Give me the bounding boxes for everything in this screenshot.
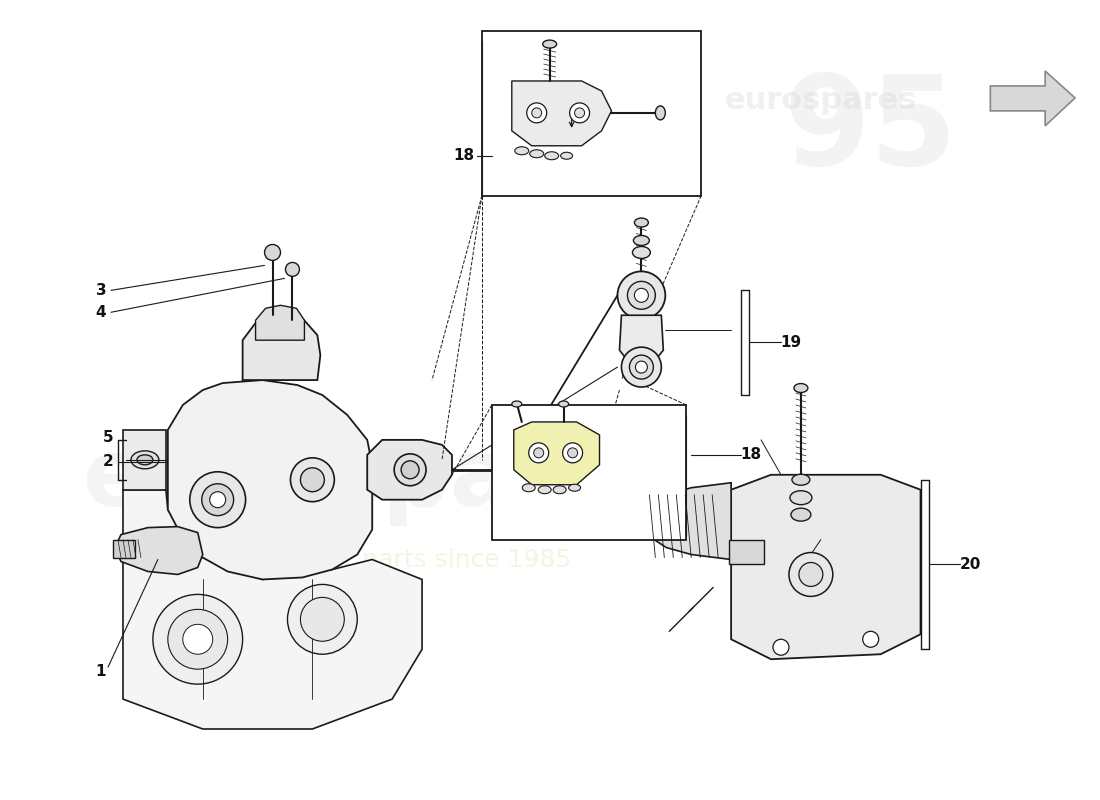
Ellipse shape (635, 218, 648, 227)
Circle shape (527, 103, 547, 123)
Polygon shape (116, 526, 202, 574)
Circle shape (300, 468, 324, 492)
Circle shape (617, 271, 666, 319)
Circle shape (635, 288, 648, 302)
Ellipse shape (791, 508, 811, 521)
Text: eurospares: eurospares (84, 434, 681, 526)
Text: 5: 5 (102, 430, 113, 446)
Ellipse shape (792, 474, 810, 486)
Ellipse shape (632, 246, 650, 258)
Polygon shape (512, 81, 612, 146)
Circle shape (568, 448, 578, 458)
Ellipse shape (542, 40, 557, 48)
Circle shape (799, 562, 823, 586)
Polygon shape (367, 440, 452, 500)
Circle shape (627, 282, 656, 310)
Text: 3: 3 (96, 283, 107, 298)
Circle shape (290, 458, 334, 502)
Bar (729, 539, 764, 565)
Circle shape (529, 443, 549, 463)
Ellipse shape (569, 484, 581, 491)
Circle shape (153, 594, 243, 684)
Ellipse shape (131, 451, 158, 469)
Ellipse shape (561, 152, 573, 159)
Circle shape (168, 610, 228, 669)
Polygon shape (514, 422, 600, 485)
Text: 18: 18 (740, 447, 761, 462)
Circle shape (183, 624, 212, 654)
Polygon shape (641, 482, 732, 559)
Circle shape (300, 598, 344, 642)
Polygon shape (168, 380, 372, 579)
Text: 19: 19 (780, 334, 802, 350)
Ellipse shape (522, 484, 536, 492)
Circle shape (531, 108, 541, 118)
Ellipse shape (790, 490, 812, 505)
Circle shape (394, 454, 426, 486)
Polygon shape (619, 315, 663, 365)
Circle shape (286, 262, 299, 276)
Circle shape (562, 443, 583, 463)
Ellipse shape (553, 486, 566, 494)
Ellipse shape (538, 486, 551, 494)
Circle shape (574, 108, 584, 118)
Bar (113, 539, 135, 558)
Ellipse shape (656, 106, 666, 120)
Circle shape (534, 448, 543, 458)
Ellipse shape (634, 235, 649, 246)
Polygon shape (123, 490, 422, 729)
Circle shape (636, 361, 648, 373)
Ellipse shape (512, 401, 521, 407)
Text: 20: 20 (959, 557, 981, 572)
Text: 18: 18 (453, 148, 474, 163)
Circle shape (287, 585, 358, 654)
Text: eurospares: eurospares (725, 86, 917, 115)
Polygon shape (255, 306, 305, 340)
Ellipse shape (136, 455, 153, 465)
Text: 95: 95 (783, 70, 958, 191)
Circle shape (264, 245, 280, 261)
Circle shape (570, 103, 590, 123)
Circle shape (773, 639, 789, 655)
Polygon shape (243, 315, 320, 380)
Circle shape (789, 553, 833, 597)
Bar (482, 31, 701, 196)
Ellipse shape (559, 401, 569, 407)
Circle shape (621, 347, 661, 387)
Ellipse shape (515, 146, 529, 154)
Circle shape (201, 484, 233, 516)
Polygon shape (123, 430, 166, 490)
Text: 4: 4 (96, 305, 107, 320)
Text: 2: 2 (102, 454, 113, 470)
Circle shape (629, 355, 653, 379)
Polygon shape (732, 474, 921, 659)
Circle shape (210, 492, 225, 508)
Text: 1: 1 (96, 664, 107, 678)
Circle shape (190, 472, 245, 528)
Ellipse shape (794, 383, 807, 393)
Ellipse shape (530, 150, 543, 158)
Circle shape (402, 461, 419, 478)
Bar (492, 405, 686, 539)
Ellipse shape (544, 152, 559, 160)
Circle shape (862, 631, 879, 647)
Text: a passion for parts since 1985: a passion for parts since 1985 (194, 547, 571, 571)
Polygon shape (990, 71, 1075, 126)
